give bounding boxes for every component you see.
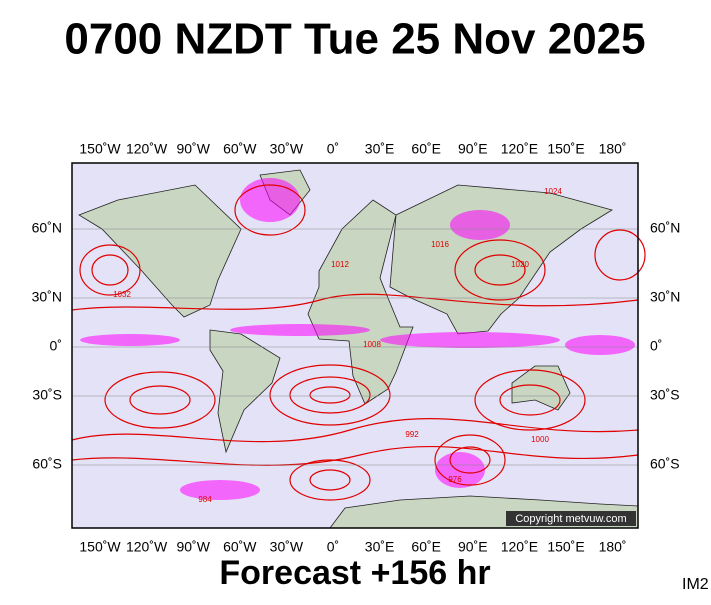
lon-label-top: 90˚E [458,141,488,157]
isobar-label: 992 [405,430,419,439]
isobar-label: 1000 [531,435,549,444]
lon-label-bottom: 120˚W [126,539,168,555]
lat-label-right: 0˚ [650,338,662,354]
lon-label-bottom: 30˚E [365,539,395,555]
isobar-label: 1020 [511,260,529,269]
europe-africa [307,199,414,405]
precipitation [80,178,635,500]
lon-label-top: 120˚W [126,141,168,157]
lon-label-top: 150˚W [79,141,121,157]
isobar-label: 1032 [113,290,131,299]
isobar-label: 976 [448,475,462,484]
copyright: Copyright metvuw.com [515,513,626,525]
isobar-label: 1008 [363,340,381,349]
lon-label-bottom: 0˚ [327,539,339,555]
lon-label-top: 180˚ [599,141,627,157]
lon-label-top: 0˚ [327,141,339,157]
map: Copyright metvuw.com [71,162,646,529]
lon-label-top: 30˚E [365,141,395,157]
north-america [78,184,242,318]
lon-label-bottom: 90˚E [458,539,488,555]
lat-label-left: 30˚S [32,387,62,403]
lat-label-right: 30˚N [650,289,680,305]
graticule [72,228,638,466]
lon-label-bottom: 180˚ [599,539,627,555]
australia [511,365,571,411]
lon-label-bottom: 90˚W [176,539,210,555]
isobar-label: 984 [198,495,212,504]
lat-label-left: 30˚N [32,289,62,305]
lon-label-bottom: 120˚E [501,539,538,555]
isobar-label: 1024 [544,187,562,196]
lon-label-top: 150˚E [547,141,584,157]
lat-label-left: 0˚ [50,338,62,354]
isobars [71,184,646,501]
lon-label-top: 90˚W [176,141,210,157]
map-frame [71,162,639,529]
lon-label-bottom: 150˚W [79,539,121,555]
lon-label-top: 30˚W [270,141,304,157]
isobar-label: 1012 [331,260,349,269]
lon-label-bottom: 150˚E [547,539,584,555]
isobar-label: 1016 [431,240,449,249]
lat-label-right: 60˚S [650,456,680,472]
asia [389,184,613,335]
lat-label-left: 60˚N [32,220,62,236]
lat-label-right: 60˚N [650,220,680,236]
south-america [209,329,281,454]
image-id: IM2 [682,576,709,593]
lat-label-left: 60˚S [32,456,62,472]
footer: Forecast +156 hr [219,554,490,592]
copyright-box [506,511,636,526]
lon-label-bottom: 60˚W [223,539,257,555]
lon-label-bottom: 30˚W [270,539,304,555]
lon-label-bottom: 60˚E [411,539,441,555]
lon-label-top: 60˚W [223,141,257,157]
lat-label-right: 30˚S [650,387,680,403]
lon-label-top: 60˚E [411,141,441,157]
title: 0700 NZDT Tue 25 Nov 2025 [64,15,645,64]
lon-label-top: 120˚E [501,141,538,157]
